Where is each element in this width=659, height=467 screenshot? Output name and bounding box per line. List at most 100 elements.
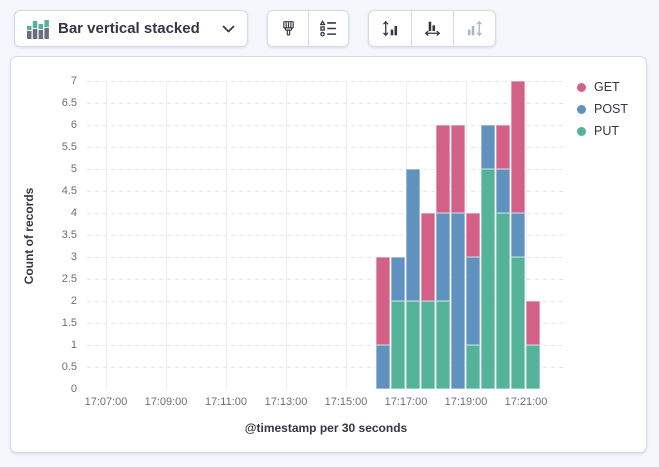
bar-segment-get[interactable] xyxy=(421,213,435,301)
bar-segment-post[interactable] xyxy=(391,257,405,301)
bar-segment-post[interactable] xyxy=(376,345,390,389)
x-tick-label: 17:17:00 xyxy=(384,396,428,408)
legend-label: POST xyxy=(594,102,629,116)
y-tick-label: 4 xyxy=(70,207,77,219)
x-tick-label: 17:19:00 xyxy=(444,396,488,408)
horizontal-gridline xyxy=(87,366,564,368)
y-tick-label: 6 xyxy=(70,119,77,131)
bar-segment-put[interactable] xyxy=(481,169,495,389)
y-tick-label: 5.5 xyxy=(61,141,77,153)
bottom-axis-button[interactable] xyxy=(411,11,453,46)
left-axis-button[interactable] xyxy=(369,11,411,46)
y-tick-label: 0 xyxy=(70,383,77,395)
horizontal-gridline xyxy=(87,124,564,126)
x-tick-label: 17:21:00 xyxy=(504,396,548,408)
legend-label: PUT xyxy=(594,124,619,138)
bar-segment-get[interactable] xyxy=(526,301,540,345)
horizontal-gridline xyxy=(87,80,564,82)
bar-segment-put[interactable] xyxy=(466,345,480,389)
y-tick-label: 2 xyxy=(70,295,77,307)
bar-segment-post[interactable] xyxy=(466,257,480,345)
bar-segment-put[interactable] xyxy=(406,301,420,389)
y-tick-label: 4.5 xyxy=(61,185,77,197)
chevron-down-icon xyxy=(222,25,235,33)
bar-segment-put[interactable] xyxy=(511,257,525,389)
bar-segment-post[interactable] xyxy=(436,213,450,301)
y-tick-label: 0.5 xyxy=(61,361,77,373)
axis-right-icon xyxy=(466,20,483,37)
vertical-gridline xyxy=(346,81,347,389)
y-tick-label: 3.5 xyxy=(61,229,77,241)
bar-segment-put[interactable] xyxy=(526,345,540,389)
legend-item-get[interactable]: GET xyxy=(577,76,628,98)
horizontal-gridline xyxy=(87,168,564,170)
right-axis-button xyxy=(453,11,495,46)
chart-type-dropdown[interactable]: Bar vertical stacked xyxy=(14,10,248,47)
horizontal-gridline xyxy=(87,102,564,104)
horizontal-gridline xyxy=(87,300,564,302)
vertical-gridline xyxy=(286,81,287,389)
paintbrush-icon xyxy=(280,20,297,37)
legend-settings-button[interactable] xyxy=(308,11,348,46)
chart-type-label: Bar vertical stacked xyxy=(58,20,200,37)
y-tick-label: 2.5 xyxy=(61,273,77,285)
legend-dot-icon xyxy=(577,126,586,136)
y-tick-label: 5 xyxy=(70,163,77,175)
axis-bottom-icon xyxy=(424,20,441,37)
bar-segment-post[interactable] xyxy=(481,125,495,169)
x-axis-title: @timestamp per 30 seconds xyxy=(244,421,408,435)
horizontal-gridline xyxy=(87,146,564,148)
legend-dot-icon xyxy=(577,104,586,114)
y-tick-label: 6.5 xyxy=(61,97,77,109)
bar-segment-get[interactable] xyxy=(511,81,525,213)
legend: GET POST PUT xyxy=(577,76,628,142)
bar-segment-post[interactable] xyxy=(451,213,465,389)
visual-options-button[interactable] xyxy=(268,11,308,46)
legend-values-icon xyxy=(320,20,337,37)
bar-vertical-stacked-icon xyxy=(27,19,49,39)
chart-toolbar: Bar vertical stacked xyxy=(14,10,496,47)
legend-dot-icon xyxy=(577,82,586,92)
x-tick-label: 17:15:00 xyxy=(324,396,368,408)
x-tick-label: 17:13:00 xyxy=(264,396,308,408)
legend-item-put[interactable]: PUT xyxy=(577,120,628,142)
axis-left-icon xyxy=(382,20,399,37)
y-tick-label: 7 xyxy=(70,75,77,87)
bar-segment-get[interactable] xyxy=(376,257,390,345)
bar-segment-put[interactable] xyxy=(496,213,510,389)
y-tick-label: 1 xyxy=(70,339,77,351)
x-tick-label: 17:07:00 xyxy=(84,396,128,408)
legend-item-post[interactable]: POST xyxy=(577,98,628,120)
x-tick-label: 17:09:00 xyxy=(144,396,188,408)
axis-button-group xyxy=(368,10,496,47)
bar-segment-put[interactable] xyxy=(421,301,435,389)
bar-segment-put[interactable] xyxy=(391,301,405,389)
bar-segment-post[interactable] xyxy=(406,169,420,301)
y-axis-title: Count of records xyxy=(22,187,36,285)
horizontal-gridline xyxy=(87,322,564,324)
vertical-gridline xyxy=(226,81,227,389)
vertical-gridline xyxy=(526,81,527,389)
bar-segment-get[interactable] xyxy=(451,125,465,213)
horizontal-gridline xyxy=(87,190,564,192)
bar-segment-get[interactable] xyxy=(436,125,450,213)
vertical-gridline xyxy=(106,81,107,389)
chart-panel: Count of records @timestamp per 30 secon… xyxy=(10,56,647,453)
y-tick-label: 3 xyxy=(70,251,77,263)
vertical-gridline xyxy=(166,81,167,389)
bar-segment-get[interactable] xyxy=(466,213,480,257)
horizontal-gridline xyxy=(87,256,564,258)
y-tick-label: 1.5 xyxy=(61,317,77,329)
bar-segment-get[interactable] xyxy=(496,125,510,169)
style-button-group xyxy=(267,10,349,47)
horizontal-gridline xyxy=(87,212,564,214)
horizontal-gridline xyxy=(87,234,564,236)
horizontal-gridline xyxy=(87,344,564,346)
plot-area xyxy=(87,80,564,389)
legend-label: GET xyxy=(594,80,620,94)
bar-segment-post[interactable] xyxy=(496,169,510,213)
bar-segment-post[interactable] xyxy=(511,213,525,257)
horizontal-gridline xyxy=(87,278,564,280)
x-tick-label: 17:11:00 xyxy=(204,396,247,408)
bar-segment-put[interactable] xyxy=(436,301,450,389)
